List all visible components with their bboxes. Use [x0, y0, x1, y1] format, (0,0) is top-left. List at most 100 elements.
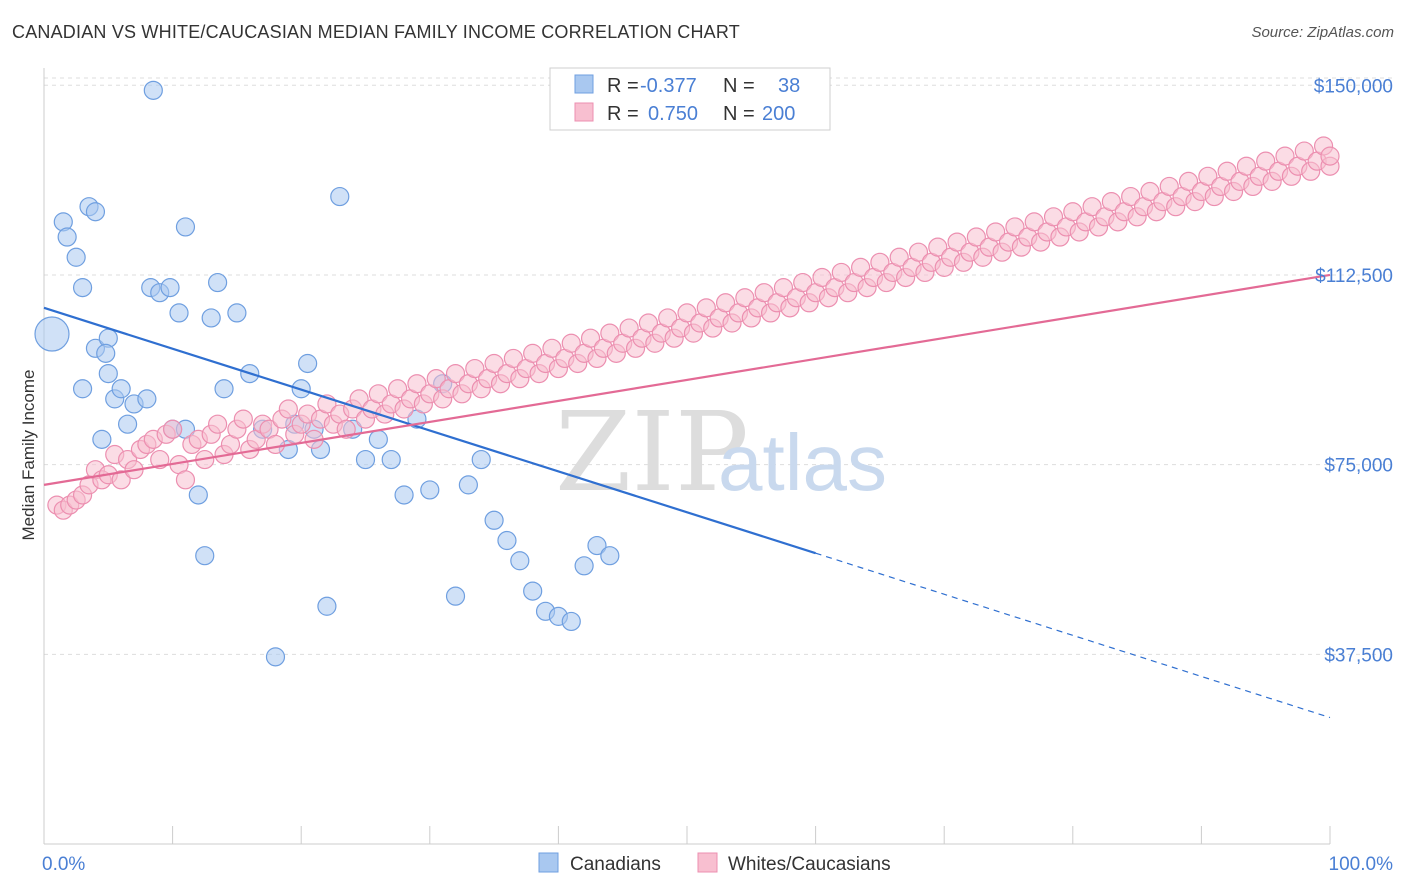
data-point	[169, 303, 189, 323]
data-point	[587, 535, 607, 556]
data-point	[445, 586, 466, 606]
data-point	[72, 278, 93, 298]
data-point	[233, 409, 253, 429]
data-point	[458, 475, 478, 495]
data-point	[831, 262, 851, 283]
data-point	[214, 379, 234, 399]
data-point	[696, 298, 716, 318]
data-point	[160, 278, 180, 298]
data-point	[143, 80, 163, 100]
data-point	[278, 399, 298, 419]
legend: R = -0.377 N = 38 R = 0.750 N = 200	[549, 67, 831, 131]
legend-r-canadians: -0.377	[640, 75, 697, 97]
data-point	[1101, 192, 1121, 212]
legend-r-label: R =	[607, 103, 639, 125]
bottom-legend-swatch-canadians	[538, 852, 559, 873]
data-point	[658, 308, 678, 328]
data-point	[407, 374, 427, 394]
data-point	[265, 434, 286, 455]
data-point	[908, 242, 929, 262]
data-point	[150, 449, 170, 470]
data-point	[426, 369, 446, 389]
data-point-large	[34, 316, 70, 352]
data-point	[1063, 202, 1083, 222]
bottom-legend-swatch-whites	[697, 852, 718, 873]
y-tick-label: $75,000	[1324, 456, 1393, 477]
data-point	[85, 202, 106, 222]
data-point	[619, 318, 639, 338]
watermark-atlas: atlas	[718, 418, 887, 507]
data-point	[510, 551, 530, 571]
legend-swatch-whites	[574, 102, 594, 122]
data-point	[1043, 207, 1064, 227]
y-tick-label: $37,500	[1324, 645, 1393, 666]
data-point	[812, 267, 832, 288]
data-point	[265, 647, 286, 667]
data-point	[208, 414, 228, 434]
data-point	[523, 343, 543, 363]
data-point	[1294, 141, 1314, 161]
data-point	[966, 227, 986, 247]
data-point	[574, 556, 594, 576]
data-point	[1320, 146, 1340, 166]
data-point	[503, 348, 523, 369]
data-point	[445, 364, 466, 384]
data-point	[163, 419, 183, 439]
bottom-legend-whites: Whites/Caucasians	[728, 854, 891, 875]
data-point	[368, 429, 388, 449]
data-point	[1005, 217, 1025, 237]
data-point	[561, 333, 581, 353]
data-point	[381, 449, 401, 470]
data-point	[420, 480, 440, 500]
x-tick-labels: 0.0% 100.0%	[42, 854, 1393, 875]
data-point	[111, 470, 131, 490]
data-point	[928, 237, 948, 257]
data-point	[1121, 186, 1141, 207]
trend-line-canadians	[43, 306, 816, 555]
data-point	[677, 303, 697, 323]
data-point	[1024, 212, 1044, 232]
data-point	[1178, 171, 1199, 191]
data-point	[330, 186, 350, 207]
data-point	[57, 227, 77, 247]
data-point	[484, 510, 504, 530]
watermark-zip: ZIP	[555, 388, 749, 516]
y-tick-label: $150,000	[1314, 76, 1393, 97]
data-point	[986, 222, 1006, 242]
data-point	[580, 328, 601, 348]
data-point	[1082, 197, 1102, 217]
data-point	[388, 379, 408, 399]
data-point	[1198, 166, 1218, 186]
data-point	[889, 247, 909, 267]
legend-swatch-canadians	[574, 74, 594, 94]
axes	[43, 68, 1331, 845]
y-tick-label: $112,500	[1315, 266, 1393, 287]
data-point	[1275, 146, 1295, 166]
x-tick-label-start: 0.0%	[42, 854, 85, 875]
legend-n-whites: 200	[762, 103, 795, 125]
trend-line-canadians-extension	[815, 552, 1331, 719]
data-point	[465, 358, 485, 379]
legend-r-label: R =	[607, 75, 639, 97]
bottom-legend-canadians: Canadians	[570, 854, 661, 875]
legend-n-label: N =	[723, 75, 755, 97]
data-point	[1217, 161, 1237, 181]
data-point	[355, 449, 376, 470]
data-point	[117, 414, 138, 434]
data-point	[72, 379, 93, 399]
data-point	[1256, 151, 1276, 171]
data-point	[66, 247, 86, 267]
data-point	[497, 530, 517, 551]
data-point	[1159, 176, 1179, 197]
y-tick-labels: $37,500 $75,000 $112,500 $150,000	[1314, 76, 1393, 666]
data-point	[735, 288, 755, 308]
data-point	[298, 353, 318, 374]
data-point	[523, 581, 543, 601]
legend-n-canadians: 38	[778, 75, 800, 97]
data-point	[195, 546, 215, 566]
data-point	[317, 596, 337, 616]
y-axis-label: Median Family Income	[19, 369, 38, 540]
data-point	[188, 485, 208, 505]
data-point	[600, 546, 620, 566]
data-point	[542, 338, 562, 358]
